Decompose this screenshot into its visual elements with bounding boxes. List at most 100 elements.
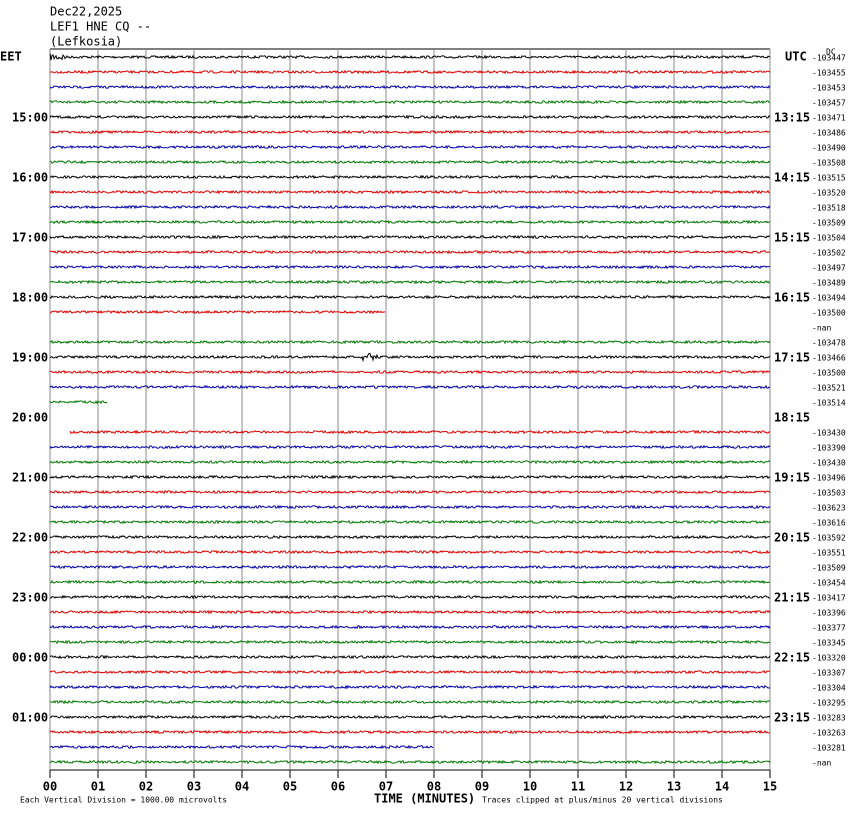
row-value: -103500 [812, 309, 846, 318]
trace [50, 504, 771, 510]
trace [49, 579, 771, 585]
trace [49, 264, 771, 270]
scale-note: Each Vertical Division = 1000.00 microvo… [20, 796, 227, 805]
eet-hour: 01:00 [12, 711, 48, 725]
trace [49, 699, 771, 705]
utc-hour: 16:15 [774, 291, 810, 305]
utc-hour: 22:15 [774, 651, 810, 665]
trace [49, 84, 771, 90]
trace [49, 294, 771, 300]
eet-hour: 18:00 [12, 291, 48, 305]
trace [49, 234, 771, 240]
row-value: -103430 [812, 429, 846, 438]
eet-hour: 23:00 [12, 591, 48, 605]
minute-label: 00 [43, 780, 57, 794]
trace [49, 729, 771, 735]
row-value: -103417 [812, 594, 846, 603]
minute-label: 15 [763, 780, 777, 794]
trace [49, 609, 771, 615]
minute-label: 05 [283, 780, 297, 794]
row-value: -103307 [812, 669, 846, 678]
row-value: -103430 [812, 459, 846, 468]
row-value: -103509 [812, 219, 846, 228]
trace [49, 159, 771, 165]
eet-hour: 15:00 [12, 111, 48, 125]
trace [49, 400, 108, 405]
trace [49, 654, 771, 660]
trace [49, 744, 434, 750]
row-value: -103592 [812, 534, 846, 543]
row-value: -103454 [812, 579, 846, 588]
row-value: -103396 [812, 609, 846, 618]
utc-hour: 17:15 [774, 351, 810, 365]
row-value: -103466 [812, 354, 846, 363]
trace [49, 69, 771, 75]
row-value: -103490 [812, 144, 846, 153]
utc-hour: 20:15 [774, 531, 810, 545]
trace [69, 429, 771, 435]
trace [49, 384, 771, 390]
row-value: -103500 [812, 369, 846, 378]
trace [49, 444, 771, 450]
trace [49, 189, 771, 195]
row-value: -nan [812, 759, 831, 768]
minute-label: 12 [619, 780, 633, 794]
row-value: -103503 [812, 489, 846, 498]
utc-hour: 19:15 [774, 471, 810, 485]
station: LEF1 HNE CQ -- [50, 20, 151, 34]
minute-label: 02 [139, 780, 153, 794]
trace [49, 639, 771, 645]
trace [49, 114, 771, 120]
trace [49, 519, 771, 525]
row-value: -103509 [812, 564, 846, 573]
row-value: -103497 [812, 264, 846, 273]
eet-hour: 17:00 [12, 231, 48, 245]
row-value: -103345 [812, 639, 846, 648]
row-value: -103515 [812, 174, 846, 183]
utc-hour: 18:15 [774, 411, 810, 425]
trace [49, 534, 771, 540]
trace [49, 369, 771, 375]
clip-note: Traces clipped at plus/minus 20 vertical… [482, 796, 723, 805]
row-value: -103518 [812, 204, 846, 213]
minute-label: 04 [235, 780, 249, 794]
minute-label: 06 [331, 780, 345, 794]
axis-title: TIME (MINUTES) [374, 792, 475, 806]
trace [49, 594, 771, 600]
row-value: -103551 [812, 549, 846, 558]
trace [49, 174, 771, 180]
trace [49, 714, 771, 720]
row-value: -103494 [812, 294, 846, 303]
utc-hour: 23:15 [774, 711, 810, 725]
trace [49, 352, 771, 363]
trace [49, 144, 771, 150]
row-value: -103377 [812, 624, 846, 633]
row-value: -103455 [812, 69, 846, 78]
utc-hour: 21:15 [774, 591, 810, 605]
trace [49, 99, 770, 105]
minute-label: 14 [715, 780, 729, 794]
trace [49, 129, 771, 135]
minute-label: 09 [475, 780, 489, 794]
row-value: -103616 [812, 519, 846, 528]
trace [49, 279, 771, 285]
row-value: -103447 [812, 54, 846, 63]
row-value: -103623 [812, 504, 846, 513]
row-value: -103304 [812, 684, 846, 693]
trace [49, 474, 771, 480]
trace [49, 489, 771, 495]
trace [49, 309, 386, 315]
trace [49, 53, 771, 61]
trace [49, 219, 771, 225]
minute-label: 08 [427, 780, 441, 794]
row-value: -103496 [812, 474, 846, 483]
row-value: -103263 [812, 729, 846, 738]
trace [49, 564, 771, 570]
eet-hour: 22:00 [12, 531, 48, 545]
trace [50, 204, 771, 210]
date: Dec22,2025 [50, 5, 122, 19]
row-value: -103283 [812, 714, 846, 723]
row-value: -103504 [812, 234, 846, 243]
trace [49, 669, 770, 675]
